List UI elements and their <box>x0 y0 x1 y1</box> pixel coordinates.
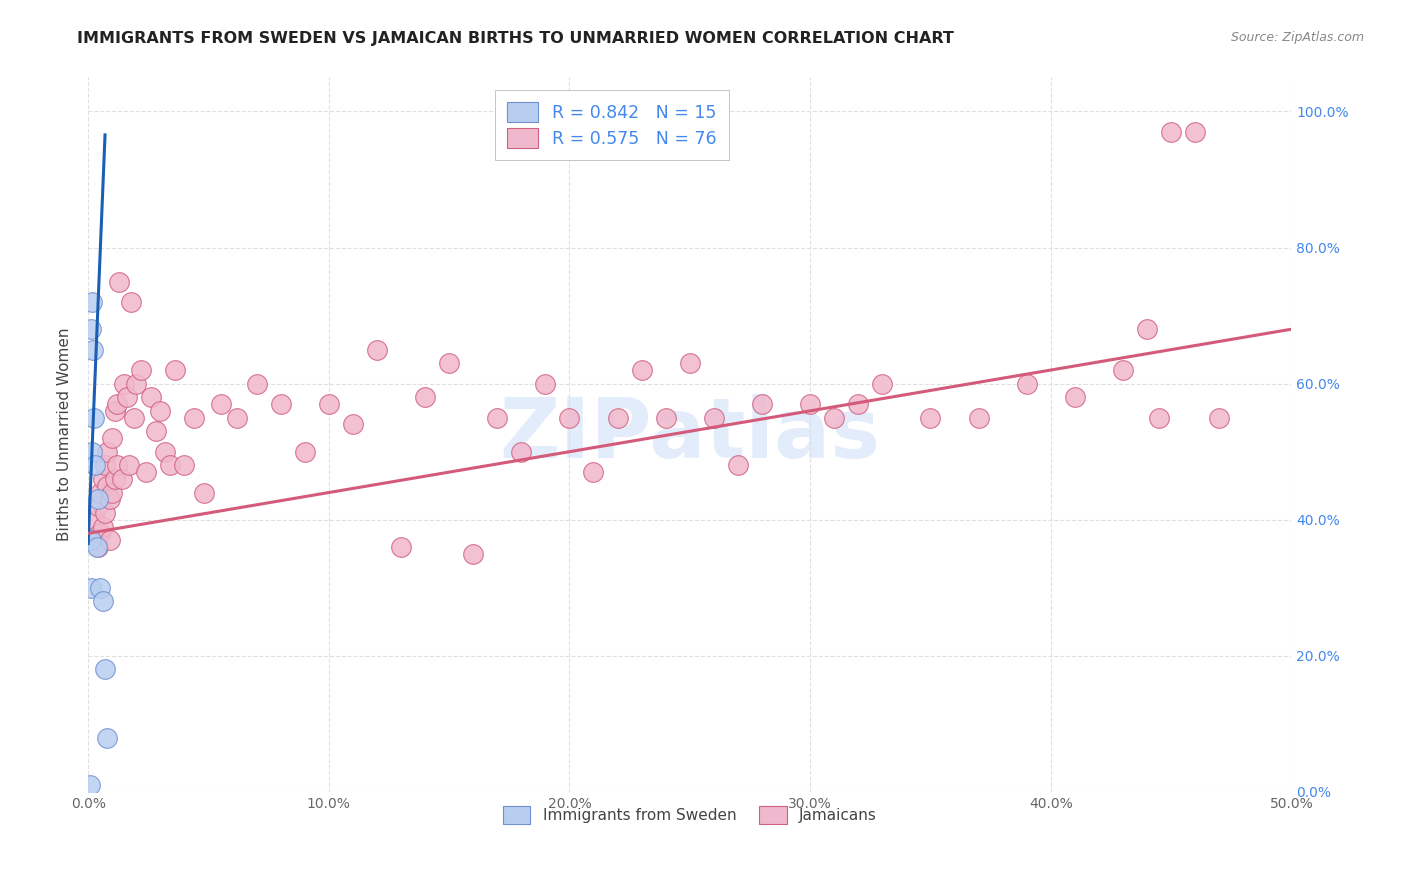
Point <box>193 485 215 500</box>
Point <box>94 506 117 520</box>
Point <box>173 458 195 473</box>
Point <box>96 444 118 458</box>
Point <box>534 376 557 391</box>
Point <box>1015 376 1038 391</box>
Point <box>153 444 176 458</box>
Point <box>246 376 269 391</box>
Point <box>79 778 101 792</box>
Point <box>183 410 205 425</box>
Point <box>91 472 114 486</box>
Point <box>159 458 181 473</box>
Point <box>104 472 127 486</box>
Point <box>920 410 942 425</box>
Point <box>145 425 167 439</box>
Point <box>94 663 117 677</box>
Point <box>82 444 104 458</box>
Point <box>139 390 162 404</box>
Point <box>135 465 157 479</box>
Point <box>1160 125 1182 139</box>
Point <box>98 533 121 548</box>
Point <box>96 731 118 745</box>
Point <box>727 458 749 473</box>
Point <box>89 485 111 500</box>
Point <box>80 581 103 595</box>
Point <box>79 533 101 548</box>
Point <box>122 410 145 425</box>
Point <box>270 397 292 411</box>
Point <box>1147 410 1170 425</box>
Point <box>108 275 131 289</box>
Point <box>582 465 605 479</box>
Point <box>486 410 509 425</box>
Point <box>121 295 143 310</box>
Point <box>799 397 821 411</box>
Text: Source: ZipAtlas.com: Source: ZipAtlas.com <box>1230 31 1364 45</box>
Point <box>1063 390 1085 404</box>
Point <box>870 376 893 391</box>
Point <box>91 519 114 533</box>
Point <box>91 594 114 608</box>
Point <box>1184 125 1206 139</box>
Point <box>87 540 110 554</box>
Point <box>823 410 845 425</box>
Point <box>84 458 107 473</box>
Point <box>630 363 652 377</box>
Point <box>104 404 127 418</box>
Point <box>413 390 436 404</box>
Point <box>105 458 128 473</box>
Point <box>118 458 141 473</box>
Point <box>87 499 110 513</box>
Point <box>437 356 460 370</box>
Point <box>342 417 364 432</box>
Point <box>703 410 725 425</box>
Point <box>105 397 128 411</box>
Point <box>846 397 869 411</box>
Point <box>89 526 111 541</box>
Point <box>115 390 138 404</box>
Point <box>94 458 117 473</box>
Point <box>84 513 107 527</box>
Point <box>149 404 172 418</box>
Point <box>389 540 412 554</box>
Point <box>510 444 533 458</box>
Point <box>83 410 105 425</box>
Point <box>606 410 628 425</box>
Text: IMMIGRANTS FROM SWEDEN VS JAMAICAN BIRTHS TO UNMARRIED WOMEN CORRELATION CHART: IMMIGRANTS FROM SWEDEN VS JAMAICAN BIRTH… <box>77 31 955 46</box>
Point <box>82 343 104 357</box>
Point <box>86 540 108 554</box>
Point <box>294 444 316 458</box>
Point <box>463 547 485 561</box>
Point <box>101 485 124 500</box>
Point <box>967 410 990 425</box>
Point <box>96 479 118 493</box>
Point <box>209 397 232 411</box>
Legend: Immigrants from Sweden, Jamaicans: Immigrants from Sweden, Jamaicans <box>492 796 887 834</box>
Point <box>366 343 388 357</box>
Point <box>80 322 103 336</box>
Point <box>226 410 249 425</box>
Point <box>80 295 103 310</box>
Point <box>318 397 340 411</box>
Point <box>1208 410 1230 425</box>
Point <box>751 397 773 411</box>
Point <box>87 492 110 507</box>
Point <box>89 581 111 595</box>
Point <box>1112 363 1135 377</box>
Text: ZIPatlas: ZIPatlas <box>499 394 880 475</box>
Point <box>1136 322 1159 336</box>
Point <box>111 472 134 486</box>
Point <box>163 363 186 377</box>
Point <box>101 431 124 445</box>
Y-axis label: Births to Unmarried Women: Births to Unmarried Women <box>58 328 72 541</box>
Point <box>679 356 702 370</box>
Point <box>125 376 148 391</box>
Point <box>129 363 152 377</box>
Point <box>654 410 676 425</box>
Point <box>112 376 135 391</box>
Point <box>98 492 121 507</box>
Point <box>558 410 581 425</box>
